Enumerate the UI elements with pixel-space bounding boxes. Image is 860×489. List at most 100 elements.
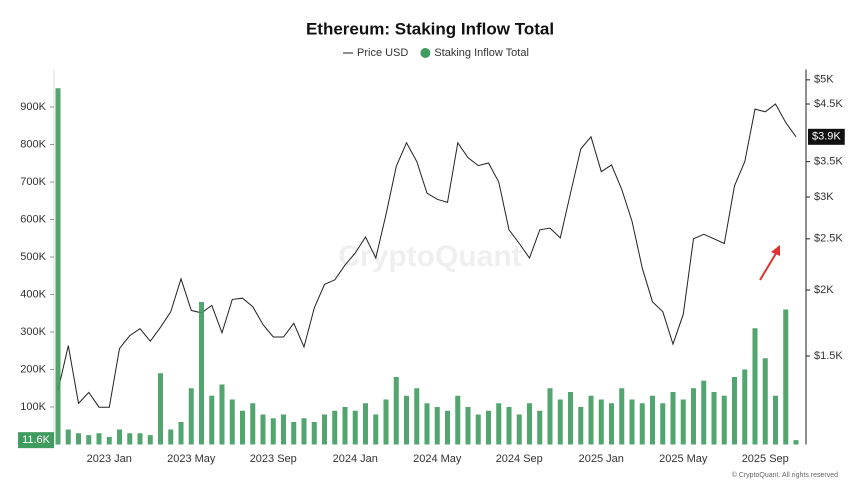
legend-label: Price USD — [357, 47, 408, 59]
bar — [434, 407, 440, 445]
y-tick-label: 100K — [20, 401, 46, 413]
y-tick-label: 600K — [20, 213, 46, 225]
bar — [516, 414, 522, 445]
bar — [137, 433, 143, 445]
bar — [793, 440, 799, 445]
chart-title: Ethereum: Staking Inflow Total — [306, 19, 554, 38]
bar — [270, 418, 276, 445]
bar — [260, 414, 266, 445]
annotation-arrow — [759, 245, 780, 281]
bar — [680, 399, 686, 445]
watermark: CryptoQuant — [338, 240, 521, 273]
bar — [650, 395, 655, 445]
bar — [393, 377, 399, 445]
y-tick-label: 800K — [20, 138, 46, 150]
y-tick-label: 700K — [20, 176, 46, 188]
bar — [414, 388, 420, 445]
y2-tick-label: $2.5K — [814, 233, 843, 245]
bar — [578, 407, 584, 445]
y-tick-label: 200K — [20, 363, 46, 375]
bar — [660, 403, 666, 445]
x-tick-label: 2024 Sep — [496, 453, 543, 465]
bar — [147, 435, 153, 445]
arrow-head — [771, 245, 780, 256]
bar — [117, 429, 122, 445]
bar — [547, 388, 553, 445]
y-tick-label: 400K — [20, 288, 46, 300]
bar — [568, 392, 573, 445]
bar — [598, 399, 604, 445]
legend-item: Price USD — [343, 47, 408, 59]
bar — [752, 328, 758, 445]
y-tick-label: 500K — [20, 251, 46, 263]
bar — [721, 395, 727, 445]
y2-tick-label: $3.5K — [814, 156, 843, 168]
x-tick-label: 2025 Sep — [742, 453, 789, 465]
footer: © CryptoQuant. All rights reserved — [732, 471, 838, 479]
bar — [732, 377, 737, 445]
bar — [219, 384, 225, 445]
bar — [486, 410, 491, 445]
bar — [96, 433, 102, 445]
bar — [332, 410, 338, 445]
bar — [86, 435, 92, 445]
bar — [301, 418, 307, 445]
x-tick-label: 2023 May — [167, 453, 216, 465]
current-value-box — [18, 432, 54, 449]
bar — [76, 433, 81, 445]
bar — [619, 388, 625, 445]
bar — [342, 407, 348, 445]
bar — [445, 410, 450, 445]
bar — [250, 403, 256, 445]
bar — [209, 395, 215, 445]
bar — [701, 380, 707, 445]
bar — [629, 399, 635, 445]
bar — [158, 373, 163, 445]
bar — [383, 399, 389, 445]
bar — [363, 403, 368, 445]
bar — [168, 429, 174, 445]
bar — [670, 392, 676, 445]
bar — [711, 392, 717, 445]
legend-item: Staking Inflow Total — [420, 47, 529, 59]
x-tick-label: 2024 May — [413, 453, 462, 465]
bar — [691, 388, 696, 445]
bar — [783, 309, 789, 445]
bar — [742, 369, 748, 445]
bar — [762, 358, 768, 445]
bar — [639, 403, 645, 445]
y2-tick-label: $1.5K — [814, 350, 843, 362]
y-tick-label: 300K — [20, 326, 46, 338]
x-tick-label: 2023 Sep — [250, 453, 297, 465]
bar — [65, 429, 71, 445]
current-value-box — [808, 128, 845, 145]
legend-swatch — [420, 48, 431, 58]
bar — [475, 414, 481, 445]
x-tick-label: 2023 Jan — [87, 453, 132, 465]
bar — [424, 403, 430, 445]
y2-tick-label: $2K — [814, 284, 834, 296]
bar — [106, 437, 112, 445]
y2-tick-label: $4.5K — [814, 98, 843, 110]
x-tick-label: 2025 Jan — [579, 453, 624, 465]
y-tick-label: 900K — [20, 101, 46, 113]
current-value-label: 11.6K — [22, 434, 51, 446]
x-tick-label: 2025 May — [659, 453, 708, 465]
bar — [773, 395, 778, 445]
bar — [322, 414, 327, 445]
arrow-shaft — [759, 249, 779, 281]
bar — [527, 403, 532, 445]
bar — [127, 433, 133, 445]
bar — [373, 414, 379, 445]
bar — [557, 399, 563, 445]
bar — [178, 422, 184, 445]
y2-tick-label: $5K — [814, 74, 834, 86]
bar — [188, 388, 194, 445]
y2-tick-label: $3K — [814, 191, 834, 203]
price-line — [57, 103, 797, 408]
bar — [404, 395, 409, 445]
bar — [55, 88, 61, 445]
bar — [455, 395, 461, 445]
bar — [465, 407, 471, 445]
bar — [609, 403, 614, 445]
